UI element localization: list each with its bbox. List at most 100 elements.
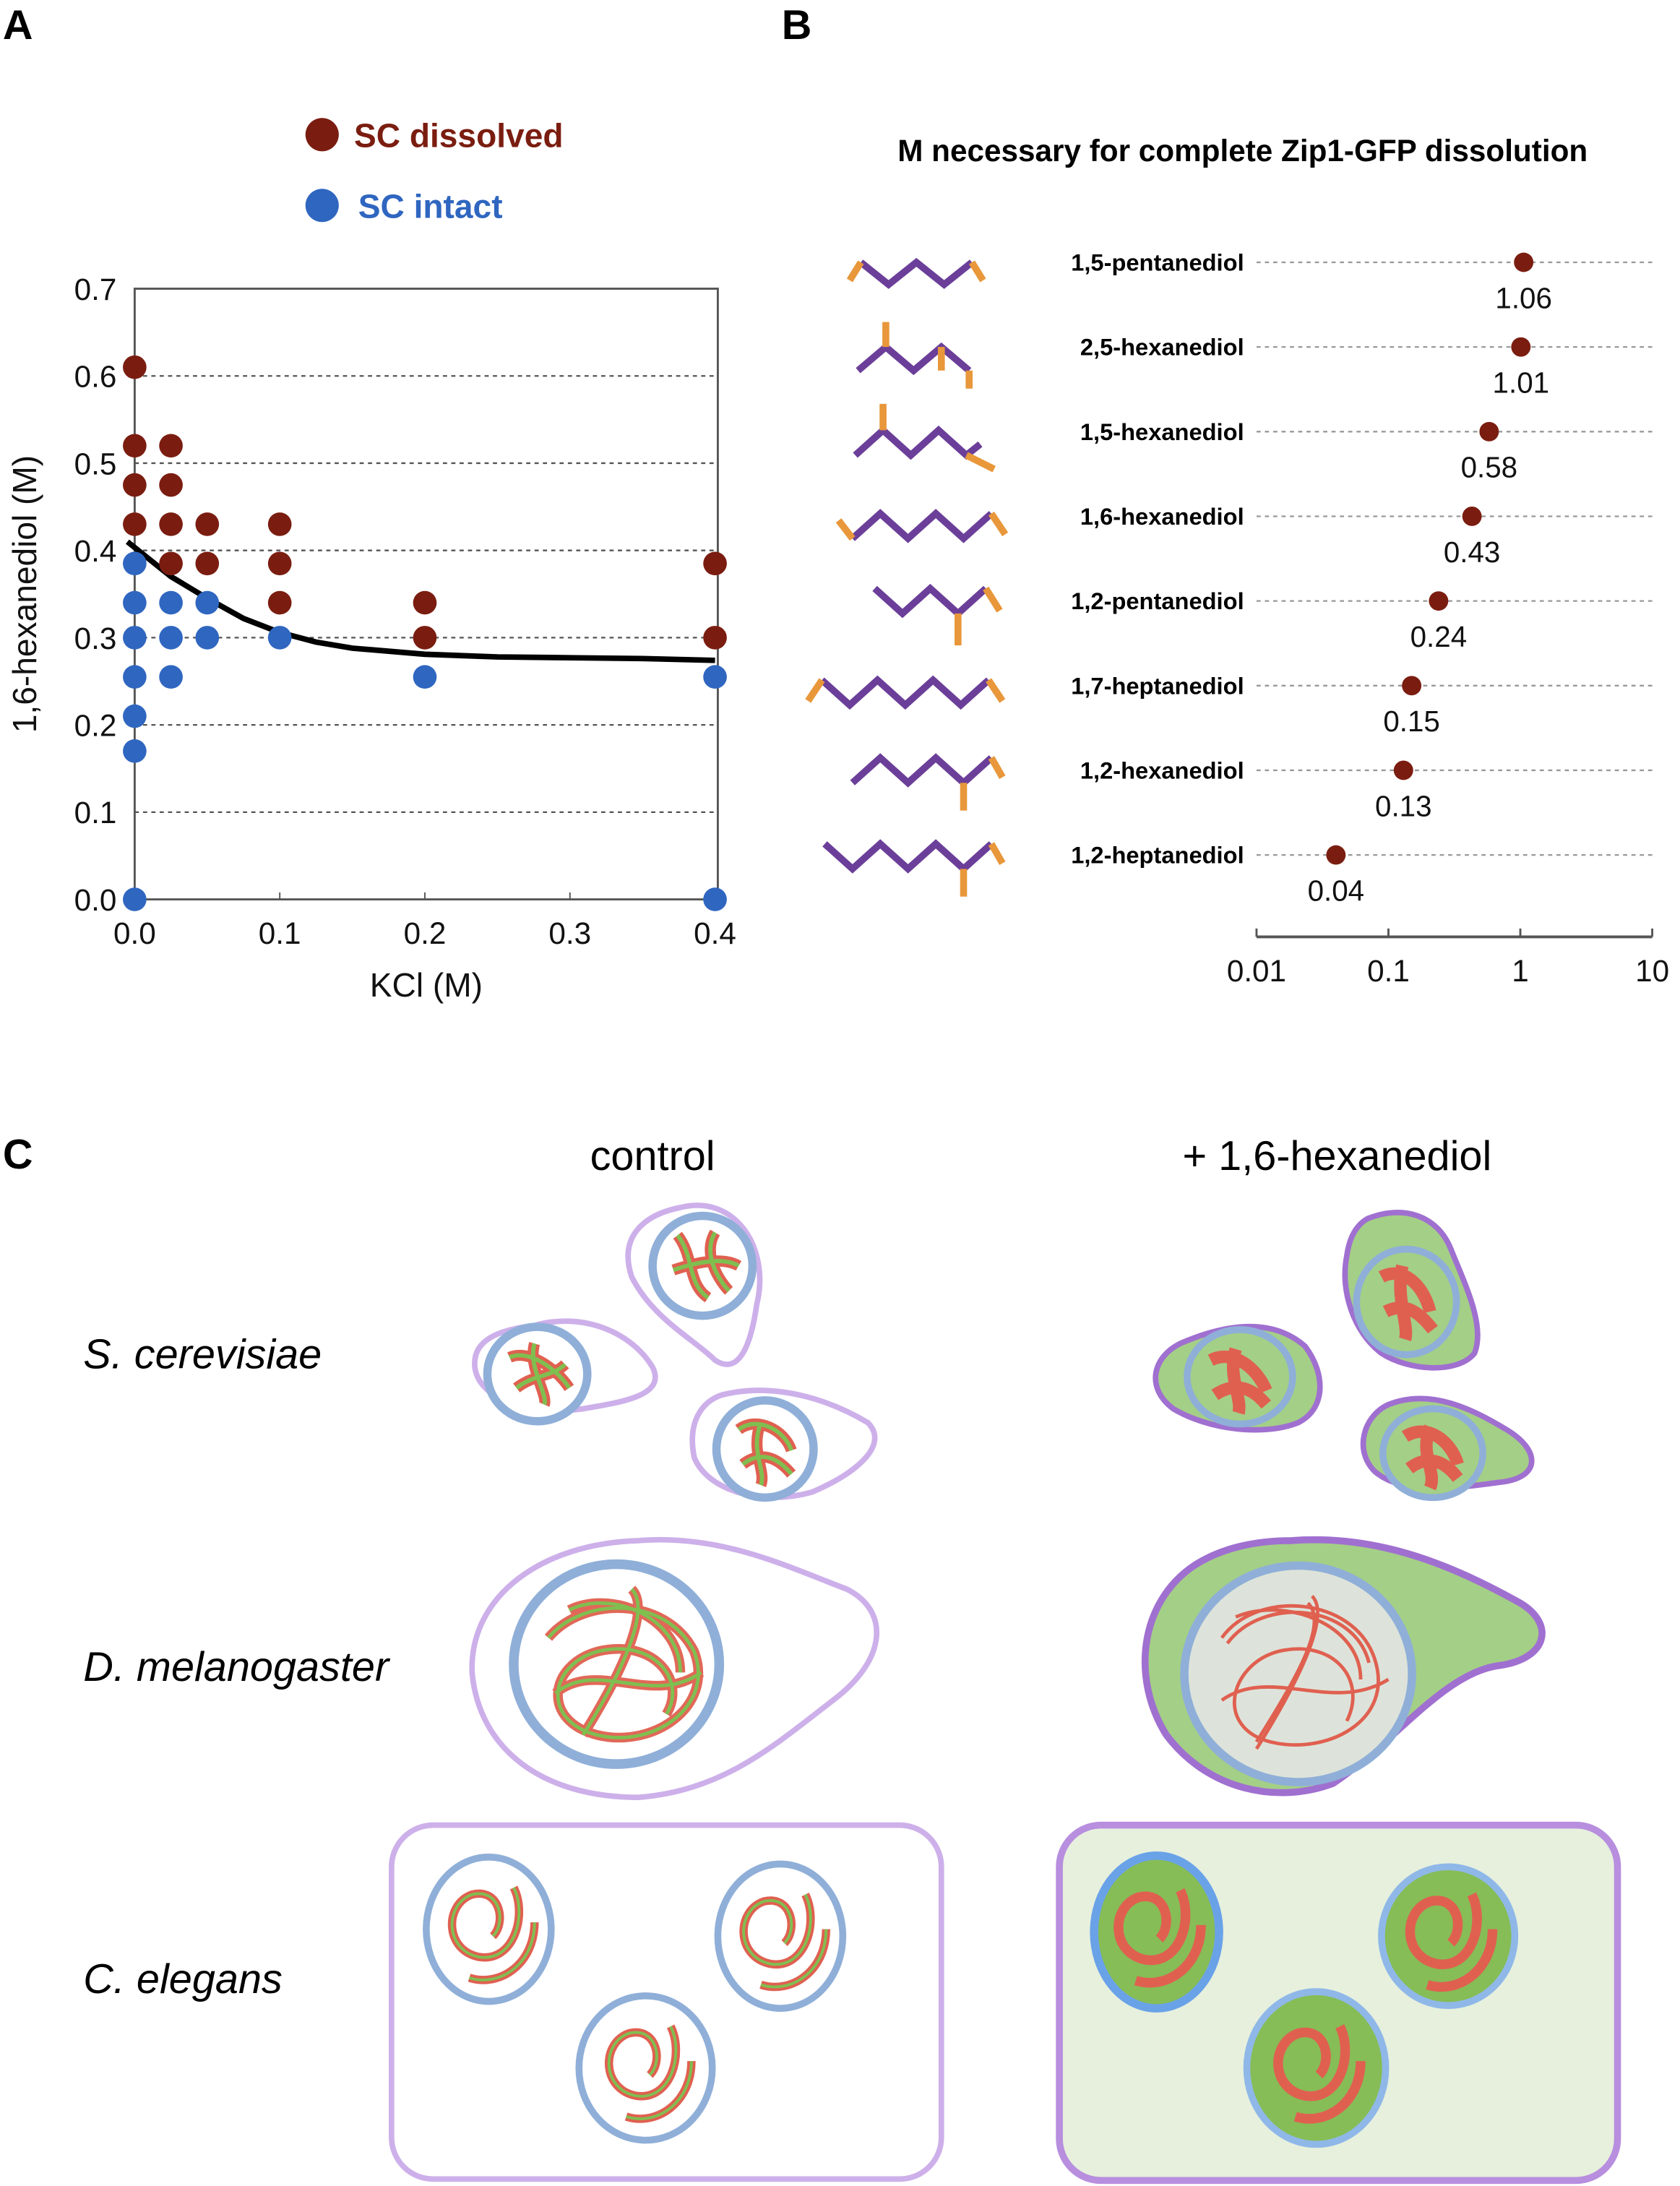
value-label: 0.15 — [1383, 705, 1440, 738]
y-tick-label: 0.2 — [74, 708, 117, 742]
compound-label: 1,2-pentanediol — [1071, 588, 1244, 614]
worm-nucleus — [423, 1854, 555, 2005]
value-point — [1514, 252, 1534, 272]
value-label: 0.58 — [1461, 451, 1518, 484]
compound-label: 1,6-hexanediol — [1080, 503, 1244, 530]
point-sc-dissolved — [123, 512, 147, 536]
point-sc-dissolved — [413, 590, 437, 615]
fly-control-cell — [469, 1536, 879, 1801]
legend-dissolved-label: SC dissolved — [354, 117, 564, 155]
legend-intact-label: SC intact — [358, 188, 503, 225]
yeast-cell — [625, 1202, 763, 1367]
value-label: 0.43 — [1444, 535, 1501, 569]
value-point — [1429, 591, 1449, 611]
x-tick-label: 0.1 — [1367, 954, 1410, 988]
yeast-cell — [1342, 1210, 1481, 1371]
species-label-s-cerevisiae: S. cerevisiae — [83, 1332, 322, 1378]
1,5-pentanediol-structure-icon — [846, 257, 986, 289]
point-sc-intact — [123, 704, 147, 728]
y-tick-label: 0.5 — [74, 447, 117, 481]
point-sc-intact — [123, 739, 147, 763]
value-point — [1326, 845, 1346, 865]
point-sc-intact — [123, 626, 147, 650]
chart-b-row: 1,5-pentanediol 1.06 — [846, 249, 1653, 314]
compound-label: 1,7-heptanediol — [1071, 672, 1244, 699]
compound-label: 2,5-hexanediol — [1080, 334, 1244, 361]
yeast-cell — [689, 1387, 878, 1502]
x-tick-label: 0.01 — [1227, 954, 1286, 988]
compound-label: 1,2-hexanediol — [1080, 757, 1244, 783]
point-sc-intact — [195, 590, 220, 615]
x-tick-label: 1 — [1512, 954, 1529, 988]
legend-a: SC dissolved SC intact — [305, 117, 564, 225]
point-sc-dissolved — [413, 626, 437, 650]
point-sc-dissolved — [159, 512, 183, 536]
x-tick-label: 0.1 — [259, 916, 301, 950]
species-label-c-elegans: C. elegans — [83, 1956, 283, 2002]
yeast-cell — [1153, 1324, 1323, 1433]
1,2-heptanediol-structure-icon — [822, 839, 1006, 897]
y-tick-label: 0.7 — [74, 272, 117, 306]
point-sc-intact — [703, 887, 727, 911]
point-sc-dissolved — [159, 551, 183, 576]
value-point — [1393, 760, 1413, 780]
point-sc-intact — [123, 590, 147, 615]
value-label: 0.24 — [1410, 620, 1468, 653]
fly-hexanediol-cell — [1141, 1536, 1546, 1796]
y-axis-label: 1,6-hexanediol (M) — [6, 455, 43, 733]
point-sc-dissolved — [267, 551, 292, 576]
value-point — [1402, 676, 1422, 696]
yeast-hexanediol-cells — [1153, 1210, 1535, 1502]
point-sc-dissolved — [195, 551, 220, 576]
point-sc-intact — [413, 665, 437, 689]
point-sc-intact — [159, 665, 183, 689]
point-sc-intact — [159, 626, 183, 650]
value-point — [1511, 337, 1531, 357]
compound-label: 1,5-hexanediol — [1080, 418, 1244, 445]
chart-b-row: 1,6-hexanediol 0.43 — [835, 503, 1653, 569]
worm-nucleus — [575, 1992, 716, 2144]
yeast-control-cells — [472, 1202, 878, 1502]
panel-label-c: C — [3, 1132, 33, 1178]
value-point — [1462, 507, 1482, 526]
x-axis-label: KCl (M) — [370, 966, 483, 1004]
compound-label: 1,2-heptanediol — [1071, 842, 1244, 869]
compound-label: 1,5-pentanediol — [1071, 249, 1244, 276]
panel-label-b: B — [782, 2, 812, 48]
y-tick-label: 0.4 — [74, 534, 117, 568]
1,7-heptanediol-structure-icon — [805, 675, 1006, 710]
chart-b: 1,5-pentanediol1.062,5-hexanediol1.011,5… — [805, 249, 1669, 988]
x-tick-label: 0.0 — [113, 916, 156, 950]
chart-b-row: 1,5-hexanediol 0.58 — [853, 403, 1653, 484]
y-tick-label: 0.6 — [74, 360, 117, 394]
worm-control-tissue — [389, 1822, 944, 2182]
1,2-hexanediol-structure-icon — [850, 753, 1006, 811]
point-sc-dissolved — [123, 434, 147, 458]
worm-nucleus — [1243, 1988, 1390, 2148]
point-sc-intact — [123, 551, 147, 576]
value-point — [1479, 421, 1499, 442]
chart-b-row: 1,2-pentanediol 0.24 — [872, 583, 1653, 653]
point-sc-intact — [123, 887, 147, 911]
chart-b-title: M necessary for complete Zip1-GFP dissol… — [897, 134, 1588, 168]
1,6-hexanediol-structure-icon — [835, 509, 1009, 543]
column-header-control: control — [590, 1133, 715, 1179]
point-sc-dissolved — [159, 434, 183, 458]
legend-dissolved-marker — [305, 118, 339, 152]
point-sc-dissolved — [703, 626, 727, 650]
point-sc-dissolved — [159, 473, 183, 497]
point-sc-dissolved — [703, 551, 727, 576]
panel-label-a: A — [3, 2, 33, 48]
1,2-pentanediol-structure-icon — [872, 583, 1003, 646]
point-sc-intact — [267, 626, 292, 650]
x-tick-label: 0.2 — [404, 916, 447, 950]
chart-b-row: 1,2-hexanediol 0.13 — [850, 753, 1653, 822]
point-sc-intact — [123, 665, 147, 689]
chart-b-row: 1,2-heptanediol 0.04 — [822, 839, 1653, 907]
worm-hexanediol-tissue — [1056, 1821, 1621, 2185]
worm-nucleus — [1090, 1851, 1223, 2013]
2,5-hexanediol-structure-icon — [856, 322, 973, 389]
legend-intact-marker — [305, 189, 339, 223]
point-sc-dissolved — [123, 355, 147, 379]
